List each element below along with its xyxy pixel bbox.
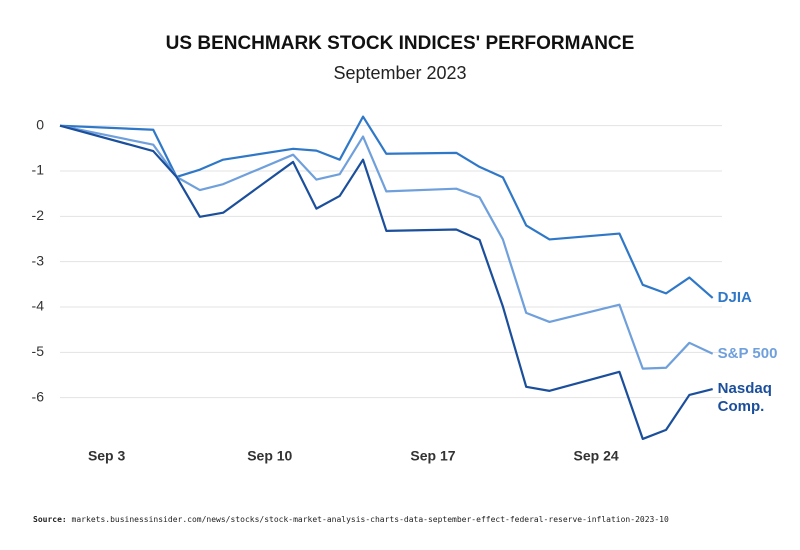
series-label: Nasdaq Comp. xyxy=(717,380,772,416)
series-label: S&P 500 xyxy=(717,344,778,362)
source: Source: markets.businessinsider.com/news… xyxy=(33,515,669,524)
series-line xyxy=(59,124,713,441)
series-label: DJIA xyxy=(717,288,752,306)
y-tick-label: -5 xyxy=(32,343,45,359)
x-tick-label: Sep 3 xyxy=(88,448,126,464)
chart-title: US BENCHMARK STOCK INDICES' PERFORMANCE xyxy=(166,33,635,54)
y-tick-label: 0 xyxy=(36,116,44,132)
series-line xyxy=(59,124,714,370)
x-tick-label: Sep 17 xyxy=(410,448,455,464)
y-tick-label: -3 xyxy=(32,252,45,268)
y-tick-label: -2 xyxy=(32,207,45,223)
y-tick-label: -4 xyxy=(32,298,45,314)
x-tick-label: Sep 10 xyxy=(247,448,292,464)
chart-subtitle: September 2023 xyxy=(333,63,466,83)
series-line xyxy=(59,115,714,299)
source-text: markets.businessinsider.com/news/stocks/… xyxy=(71,515,669,524)
source-label: Source: xyxy=(33,515,67,524)
x-tick-label: Sep 24 xyxy=(574,448,619,464)
y-tick-label: -6 xyxy=(32,388,45,404)
y-tick-label: -1 xyxy=(32,162,45,178)
